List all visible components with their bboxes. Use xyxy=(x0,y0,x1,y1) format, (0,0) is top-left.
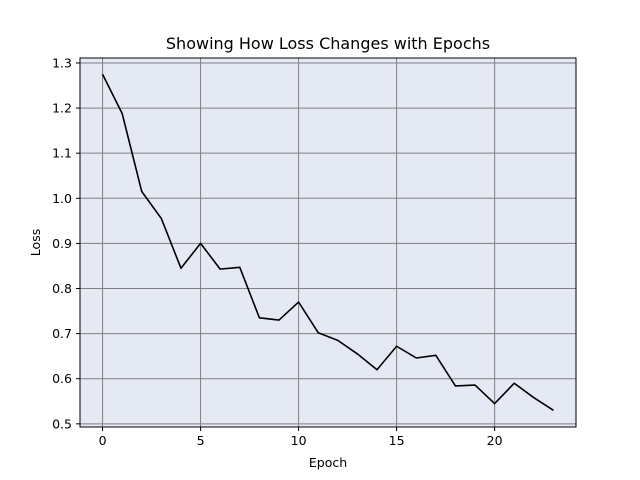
x-tick-label: 10 xyxy=(291,433,307,448)
plot-area xyxy=(80,58,576,427)
y-tick-label: 1.1 xyxy=(52,146,72,161)
x-tick-label: 20 xyxy=(487,433,503,448)
y-tick-label: 0.5 xyxy=(52,416,72,431)
x-tick-label: 15 xyxy=(389,433,405,448)
y-tick-label: 1.0 xyxy=(52,191,72,206)
y-tick-label: 1.2 xyxy=(52,101,72,116)
y-tick-label: 0.9 xyxy=(52,236,72,251)
y-axis-label: Loss xyxy=(28,229,43,256)
chart-title: Showing How Loss Changes with Epochs xyxy=(166,34,490,53)
x-tick-label: 0 xyxy=(99,433,107,448)
x-tick-label: 5 xyxy=(197,433,205,448)
y-tick-label: 1.3 xyxy=(52,55,72,70)
y-tick-label: 0.8 xyxy=(52,281,72,296)
plot-frame xyxy=(79,57,577,428)
x-axis-label: Epoch xyxy=(309,455,347,470)
y-tick-label: 0.6 xyxy=(52,371,72,386)
loss-line xyxy=(101,73,554,411)
y-tick-label: 0.7 xyxy=(52,326,72,341)
